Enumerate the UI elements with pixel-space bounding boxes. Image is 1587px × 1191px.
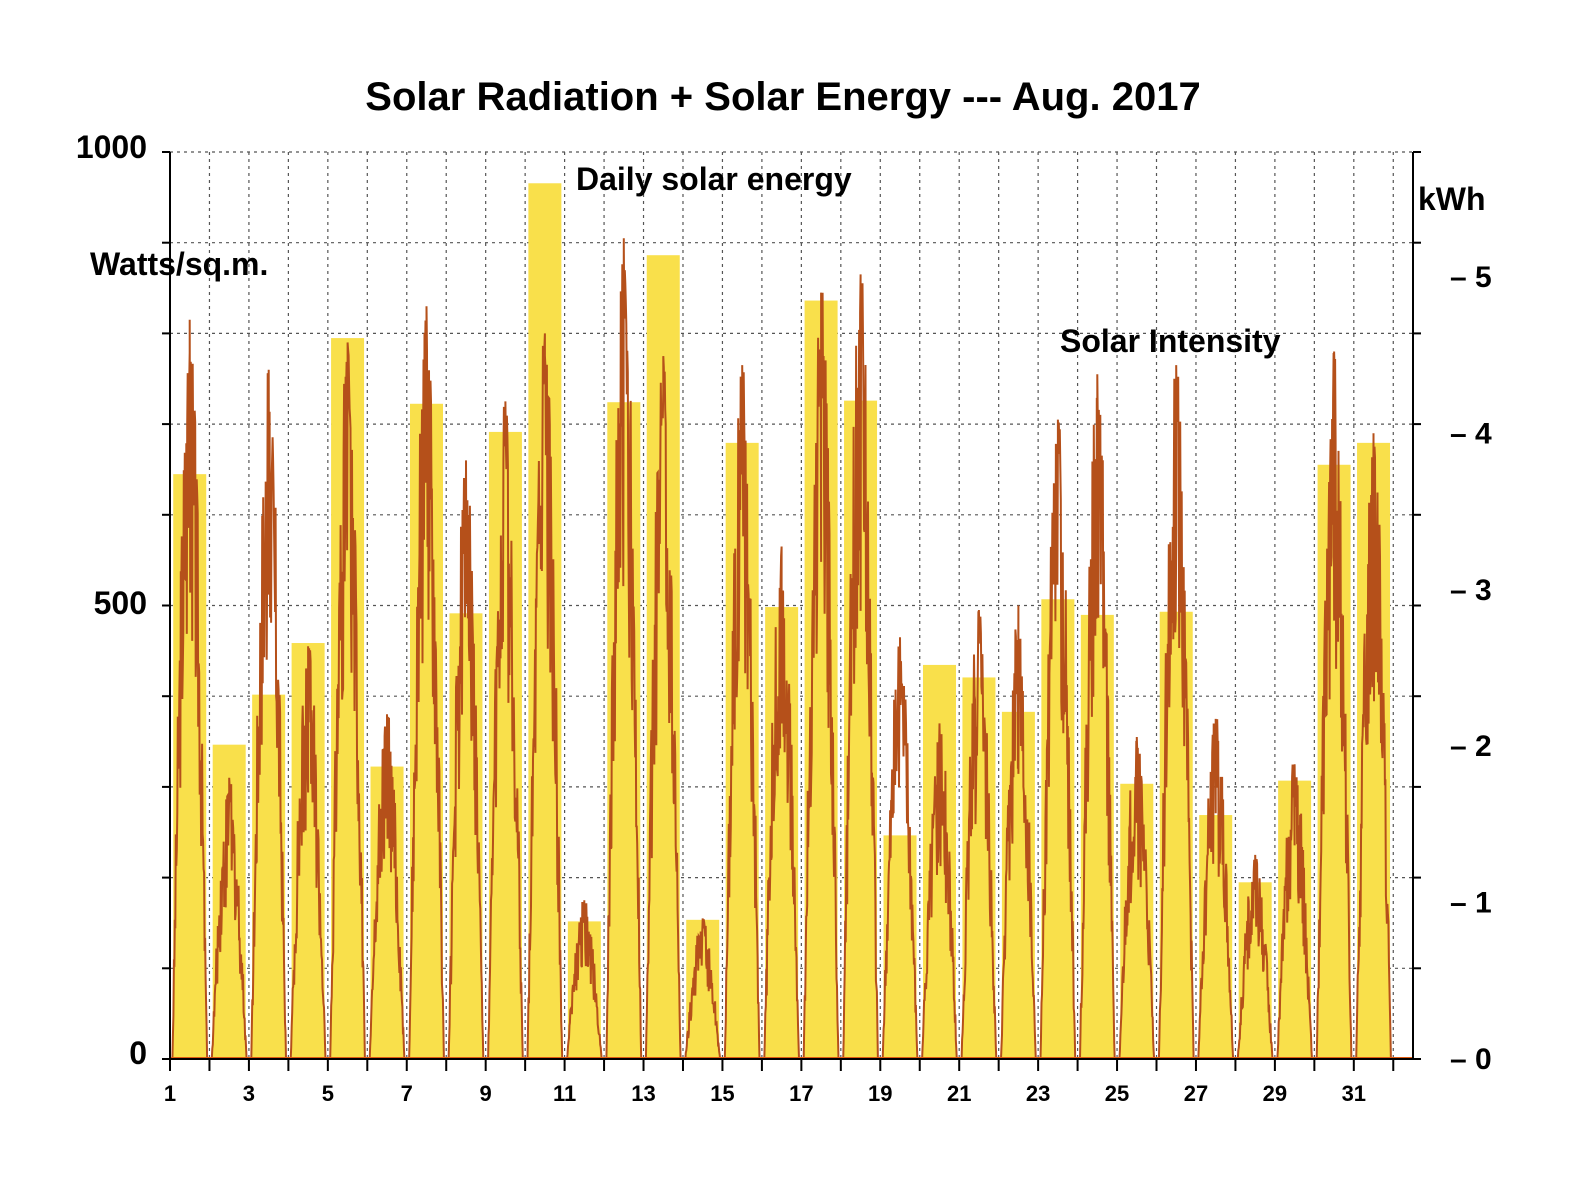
intensity-trace-day-21 — [960, 609, 998, 1060]
x-tick-label: 7 — [401, 1081, 413, 1106]
y-tick-1000: 1000 — [76, 129, 147, 165]
intensity-trace-day-13 — [644, 356, 682, 1060]
intensity-trace-day-28 — [1236, 854, 1274, 1060]
y2-tick-label: – 0 — [1450, 1043, 1492, 1076]
y2-tick-label: – 1 — [1450, 887, 1492, 920]
intensity-trace-day-29 — [1276, 764, 1313, 1060]
intensity-trace-day-9 — [487, 401, 524, 1060]
x-tick-label: 3 — [243, 1081, 255, 1106]
intensity-trace-day-15 — [723, 365, 761, 1060]
intensity-trace-day-2 — [210, 777, 248, 1060]
x-tick-label: 23 — [1026, 1081, 1050, 1106]
intensity-trace-day-19 — [881, 637, 919, 1060]
intensity-trace-day-17 — [802, 292, 840, 1060]
intensity-trace-day-14 — [684, 918, 722, 1060]
intensity-trace-day-24 — [1079, 374, 1116, 1060]
intensity-trace-day-4 — [289, 646, 327, 1060]
x-tick-label: 27 — [1184, 1081, 1208, 1106]
intensity-trace-day-3 — [250, 369, 287, 1060]
chart-title: Solar Radiation + Solar Energy --- Aug. … — [365, 75, 1200, 119]
intensity-trace-day-31 — [1355, 433, 1392, 1060]
intensity-trace-day-11 — [566, 900, 603, 1060]
x-tick-label: 25 — [1105, 1081, 1129, 1106]
y-tick-500: 500 — [94, 585, 147, 621]
y2-tick-label: – 4 — [1450, 417, 1492, 450]
annotation-daily-energy: Daily solar energy — [576, 161, 852, 197]
x-tick-label: 13 — [631, 1081, 655, 1106]
intensity-trace-day-26 — [1157, 365, 1195, 1060]
x-tick-label: 1 — [164, 1081, 176, 1106]
intensity-trace-day-16 — [763, 546, 800, 1060]
y-tick-0: 0 — [129, 1035, 147, 1071]
intensity-trace-day-23 — [1039, 419, 1077, 1060]
axes — [162, 151, 1421, 1071]
x-tick-label: 9 — [480, 1081, 492, 1106]
left-axis-label: Watts/sq.m. — [90, 246, 268, 282]
intensity-trace-day-5 — [329, 342, 366, 1060]
x-tick-label: 5 — [322, 1081, 334, 1106]
x-tick-label: 29 — [1263, 1081, 1287, 1106]
energy-bar-day-10 — [528, 183, 562, 1059]
intensity-trace-day-6 — [368, 714, 406, 1060]
intensity-trace-day-30 — [1315, 351, 1353, 1060]
right-axis-ticks: – 0 – 1 – 2 – 3 – 4 – 5 — [1450, 261, 1492, 1076]
intensity-trace-day-20 — [921, 723, 958, 1060]
intensity-trace-day-7 — [408, 306, 445, 1060]
intensity-trace-day-22 — [1000, 605, 1037, 1060]
y2-tick-label: – 2 — [1450, 730, 1492, 763]
right-axis-label: kWh — [1418, 181, 1486, 217]
intensity-trace-day-12 — [605, 238, 643, 1060]
x-tick-label: 15 — [710, 1081, 734, 1106]
y2-tick-label: – 3 — [1450, 574, 1492, 607]
intensity-trace-day-8 — [447, 460, 485, 1060]
intensity-series — [170, 238, 1413, 1060]
intensity-trace-day-25 — [1118, 736, 1156, 1060]
intensity-trace-day-1 — [171, 319, 209, 1060]
x-tick-label: 19 — [868, 1081, 892, 1106]
x-axis-ticks: 1 3 5 7 9 11 13 15 17 19 21 23 25 27 29 31 — [164, 1081, 1366, 1106]
x-tick-label: 31 — [1342, 1081, 1366, 1106]
intensity-trace-day-10 — [526, 333, 564, 1060]
annotation-solar-intensity: Solar Intensity — [1060, 323, 1281, 359]
intensity-trace-day-27 — [1197, 718, 1235, 1060]
x-tick-label: 17 — [789, 1081, 813, 1106]
y2-tick-label: – 5 — [1450, 261, 1492, 294]
intensity-trace-day-18 — [842, 274, 879, 1060]
x-tick-label: 21 — [947, 1081, 971, 1106]
x-tick-label: 11 — [553, 1081, 576, 1106]
